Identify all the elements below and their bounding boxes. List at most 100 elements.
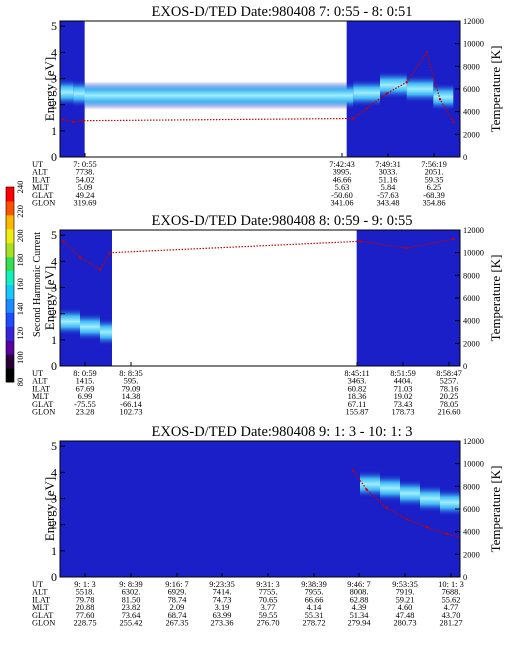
panel-3: EXOS-D/TED Date:980408 9: 1: 3 - 10: 1: … [32,424,503,628]
info-value: 7:42:43 [329,160,355,169]
info-value: 63.99 [213,611,232,620]
y-tick-label: 1 [51,333,57,347]
info-value: -75.55 [74,400,96,409]
info-value: 2051. [425,168,444,177]
info-value: 5.09 [78,183,93,192]
info-value: -68.39 [423,191,445,200]
y2-tick-label: 10000 [463,460,484,469]
energy-band-segment [360,470,380,499]
temperature-point [385,506,388,510]
colorbar-segment [6,242,14,258]
y-tick-label: 0 [51,359,57,373]
info-value: 66.66 [305,595,324,604]
y2-tick-label: 12000 [463,17,484,26]
info-value: 54.02 [76,175,95,184]
colorbar-segment [6,368,14,383]
info-row-label: GLAT [32,611,53,620]
y2-tick-label: 0 [463,153,467,162]
colorbar-segment [6,270,14,285]
temperature-point [82,119,85,122]
energy-band-segment [73,79,85,108]
info-value: 8: 8:35 [119,369,143,378]
info-value: 5.84 [381,183,396,192]
info-value: 60.82 [348,384,367,393]
temperature-point [452,120,455,124]
spectrogram-area [60,230,460,366]
colorbar-segment [6,312,14,327]
info-value: 5518. [76,588,95,597]
y2-tick-label: 4000 [463,317,480,326]
info-row-label: MLT [32,392,49,401]
y2-tick-label: 4000 [463,528,480,537]
y-tick-label: 2 [51,518,57,532]
info-value: 9:16: 7 [165,580,189,589]
info-value: 595. [124,377,139,386]
y-axis-label: Energy [eV] [42,266,57,330]
colorbar-segment [6,256,14,272]
info-value: 9:31: 3 [256,580,280,589]
temperature-point [108,251,112,254]
info-value: 5257. [440,377,459,386]
info-row-label: UT [32,160,43,169]
temperature-point [78,256,82,259]
y-tick-label: 5 [51,439,57,453]
colorbar-tick-label: 160 [15,278,25,291]
info-value: 3463. [348,377,367,386]
info-row-label: ALT [32,377,48,386]
info-value: -50.60 [331,191,353,200]
energy-band-segment [433,82,454,111]
y2-tick-label: 2000 [463,550,480,559]
y-tick-label: 4 [51,45,57,59]
energy-band-segment [380,71,407,100]
info-row-label: UT [32,369,43,378]
info-value: 74.73 [213,595,232,604]
info-value: 51.16 [379,175,398,184]
info-value: 4.39 [352,603,367,612]
spectrogram-area [60,21,460,157]
info-value: 4.60 [398,603,413,612]
y2-tick-label: 8000 [463,482,480,491]
data-interval-1 [60,441,460,577]
y2-tick-label: 12000 [463,437,484,446]
colorbar-tick-label: 200 [15,229,25,242]
info-value: 7:56:19 [421,160,447,169]
info-value: 7738. [76,168,95,177]
temperature-point [352,117,355,120]
energy-band-segment [406,75,434,103]
colorbar-segment [6,228,14,244]
info-value: 255.42 [119,619,142,628]
colorbar-tick-label: 120 [15,327,25,340]
info-value: 20.25 [440,392,459,401]
info-value: 9:46: 7 [347,580,371,589]
info-value: 23.28 [76,408,95,417]
info-value: 319.69 [73,199,96,208]
energy-band-segment [420,484,440,513]
info-value: 73.43 [394,400,413,409]
panel-2: EXOS-D/TED Date:980408 8: 0:59 - 9: 0:55… [32,213,503,417]
info-value: 77.60 [76,611,95,620]
y-tick-label: 1 [51,124,57,138]
info-value: 280.73 [393,619,416,628]
y-axis-label: Energy [eV] [42,57,57,121]
info-value: 7755. [259,588,278,597]
y-tick-label: 2 [51,98,57,112]
y2-tick-label: 12000 [463,226,484,235]
temperature-point [438,98,442,101]
info-row-label: GLAT [32,400,53,409]
colorbar-frame [5,186,15,383]
info-value: 1415. [76,377,95,386]
colorbar-segment [6,354,14,369]
info-value: 7688. [442,588,461,597]
info-value: 6.25 [427,183,442,192]
y2-tick-label: 8000 [463,62,480,71]
temperature-point [365,107,368,110]
info-value: 7: 0:55 [73,160,97,169]
temperature-point [445,532,448,536]
y2-tick-label: 4000 [463,108,480,117]
info-value: 18.36 [348,392,367,401]
info-value: 68.74 [168,611,188,620]
info-value: 8008. [350,588,369,597]
info-row-label: ILAT [32,384,50,393]
